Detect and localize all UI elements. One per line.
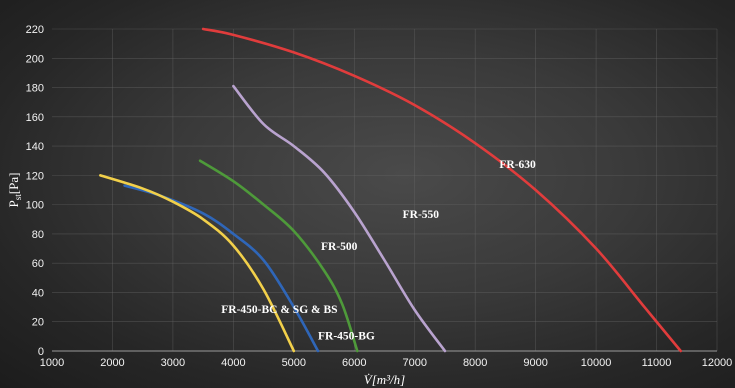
x-tick-label: 3000 xyxy=(161,357,185,369)
y-tick-label: 200 xyxy=(26,53,44,65)
x-tick-label: 9000 xyxy=(523,357,547,369)
y-tick-label: 20 xyxy=(32,317,44,329)
y-tick-label: 120 xyxy=(26,170,44,182)
series-lines xyxy=(99,27,683,353)
x-tick-label: 7000 xyxy=(402,357,426,369)
y-tick-label: 60 xyxy=(32,258,44,270)
x-tick-label: 10000 xyxy=(581,357,612,369)
x-tick-label: 1000 xyxy=(40,357,64,369)
x-tick-label: 2000 xyxy=(100,357,124,369)
y-tick-label: 140 xyxy=(26,141,44,153)
y-axis-title: Pst[Pa] xyxy=(6,173,23,208)
y-tick-label: 160 xyxy=(26,112,44,124)
series-line-fr-550 xyxy=(232,84,447,353)
y-tick-label: 100 xyxy=(26,200,44,212)
x-axis-title: V̇[m³/h] xyxy=(364,372,405,387)
series-label-fr-630: FR-630 xyxy=(499,159,536,171)
series-line-fr-450-bc-sg-bs xyxy=(99,174,296,353)
x-tick-label: 6000 xyxy=(342,357,366,369)
series-line-fr-450-bg xyxy=(123,184,320,353)
y-tick-label: 180 xyxy=(26,83,44,95)
axes: 0 20 40 60 80 100 120 140 160 180 200 220 1000 2000 30… xyxy=(26,24,733,369)
x-tick-label: 8000 xyxy=(463,357,487,369)
y-tick-label: 220 xyxy=(26,24,44,36)
series-label-fr-450-bg: FR-450-BG xyxy=(318,330,375,342)
x-tick-label: 5000 xyxy=(282,357,306,369)
x-tick-label: 12000 xyxy=(702,357,733,369)
x-tick-label: 4000 xyxy=(221,357,245,369)
x-tick-label: 11000 xyxy=(642,357,672,369)
series-label-fr-450-bc-sg-bs: FR-450-BC & SG & BS xyxy=(221,304,337,316)
series-labels: FR-630 FR-550 FR-500 FR-450-BG FR-450-BC & S… xyxy=(221,159,536,342)
gridlines xyxy=(52,28,718,351)
series-line-fr-630 xyxy=(201,27,683,353)
series-line-fr-500 xyxy=(198,159,359,353)
series-label-fr-550: FR-550 xyxy=(403,209,440,221)
series-label-fr-500: FR-500 xyxy=(321,241,358,253)
y-tick-label: 40 xyxy=(32,287,44,299)
y-tick-label: 80 xyxy=(32,229,44,241)
y-tick-label: 0 xyxy=(38,346,44,358)
